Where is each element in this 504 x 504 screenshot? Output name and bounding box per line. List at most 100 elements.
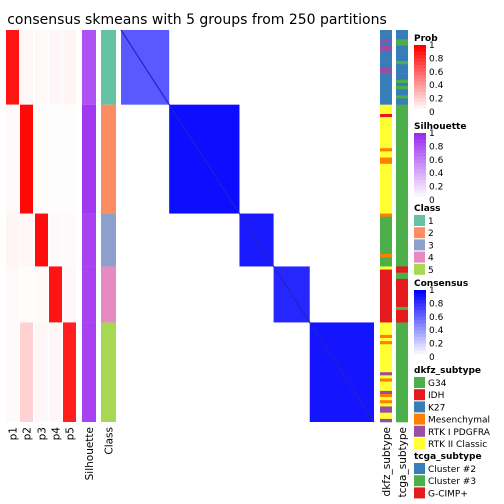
prob-cell-class4-p3: [35, 266, 48, 323]
prob-legend-swatch: [414, 95, 426, 100]
prob-legend-swatch: [414, 61, 426, 66]
tcga-subtype-cell: [396, 219, 408, 224]
tcga-subtype-cell: [396, 285, 408, 289]
tcga-subtype-cell: [396, 356, 408, 361]
dkfz-subtype-cell: [380, 42, 392, 46]
class-cell-3: [101, 213, 116, 267]
dkfz-subtype-cell: [380, 366, 392, 370]
dkfz-subtype-cell: [380, 300, 392, 305]
dkfz-subtype-cell: [380, 201, 392, 205]
dkfz-subtype-cell: [380, 316, 392, 320]
consensus-legend-tick: 0.4: [429, 326, 444, 336]
class-cell-1: [101, 30, 116, 105]
prob-legend-swatch: [414, 65, 426, 69]
tcga-subtype-cell: [396, 67, 408, 71]
dkfz-subtype-cell: [380, 160, 392, 165]
tcga-subtype-cell: [396, 347, 408, 351]
tcga-subtype-cell: [396, 319, 408, 323]
tcga-subtype-cell: [396, 359, 408, 364]
consensus-diagonal: [120, 29, 375, 423]
tcga-subtype-cell: [396, 114, 408, 118]
tcga-subtype-cell: [396, 303, 408, 308]
dkfz-subtype-cell: [380, 372, 392, 376]
consensus-legend-swatch: [414, 350, 426, 355]
dkfz-subtype-cell: [380, 45, 392, 49]
tcga-subtype-cell: [396, 58, 408, 62]
column-label-p4: p4: [51, 427, 63, 441]
prob-legend-swatch: [414, 45, 426, 49]
tcga-subtype-cell: [396, 350, 408, 354]
dkfz-subtype-cell: [380, 238, 392, 242]
silhouette-legend-tick: 0.6: [429, 156, 444, 166]
silhouette-legend-swatch: [414, 143, 426, 147]
silhouette-legend-swatch: [414, 193, 426, 198]
dkfz-subtype-cell: [380, 226, 392, 230]
prob-legend-swatch: [414, 51, 426, 56]
tcga-subtype-cell: [396, 406, 408, 410]
tcga-subtype-cell: [396, 36, 408, 40]
tcga-subtype-cell: [396, 194, 408, 199]
class-legend-swatch: [414, 263, 425, 275]
silhouette-legend-tick: 1: [429, 129, 435, 139]
tcga-subtype-cell: [396, 400, 408, 404]
dkfz-subtype-cell: [380, 291, 392, 295]
dkfz-subtype-cell: [380, 294, 392, 298]
consensus-legend-swatch: [414, 330, 426, 335]
class-cell-4: [101, 266, 116, 323]
tcga-subtype-cell: [396, 61, 408, 65]
class-column: [101, 30, 116, 422]
dkfz-subtype-cell: [380, 148, 392, 152]
dkfz-subtype-cell: [380, 356, 392, 361]
tcga-subtype-cell: [396, 86, 408, 90]
dkfz-subtype-cell: [380, 341, 392, 345]
dkfz-subtype-cell: [380, 418, 392, 423]
dkfz-subtype-legend-title: dkfz_subtype: [414, 366, 481, 376]
silhouette-cell-class3: [82, 213, 96, 267]
dkfz-subtype-cell: [380, 132, 392, 137]
dkfz-subtype-cell: [380, 412, 392, 417]
tcga-subtype-cell: [396, 73, 408, 77]
prob-cell-class3-p3: [35, 213, 48, 267]
tcga-subtype-cell: [396, 92, 408, 96]
prob-cell-class4-p1: [6, 266, 19, 323]
dkfz-subtype-cell: [380, 204, 392, 208]
tcga-subtype-cell: [396, 101, 408, 105]
tcga-subtype-legend-title: tcga_subtype: [414, 452, 482, 462]
dkfz-subtype-cell: [380, 176, 392, 180]
column-label-p1: p1: [8, 427, 20, 440]
consensus-legend-tick: 0.8: [429, 299, 444, 309]
tcga-subtype-cell: [396, 254, 408, 258]
silhouette-cell-class2: [82, 104, 96, 214]
prob-cell-class1-p3: [35, 30, 48, 105]
dkfz-subtype-cell: [380, 30, 392, 34]
dkfz-subtype-cell: [380, 120, 392, 124]
tcga-subtype-cell: [396, 306, 408, 311]
tcga-subtype-cell: [396, 372, 408, 376]
prob-legend-swatch: [414, 81, 426, 86]
class-legend-title: Class: [414, 204, 440, 214]
dkfz-subtype-cell: [380, 126, 392, 130]
tcga-subtype-cell: [396, 45, 408, 49]
dkfz-subtype-cell: [380, 145, 392, 149]
tcga-subtype-cell: [396, 366, 408, 370]
tcga-subtype-legend-label: Cluster #2: [428, 465, 476, 475]
column-label-p5: p5: [65, 427, 77, 440]
tcga-subtype-cell: [396, 375, 408, 379]
tcga-subtype-cell: [396, 48, 408, 53]
column-label-dkfz-subtype: dkfz_subtype: [381, 427, 393, 496]
tcga-subtype-cell: [396, 166, 408, 171]
prob-cell-class1-p5: [63, 30, 76, 105]
consensus-legend-swatch: [414, 290, 426, 294]
consensus-legend-tick: 1: [429, 286, 435, 296]
tcga-subtype-cell: [396, 213, 408, 217]
tcga-subtype-cell: [396, 353, 408, 357]
dkfz-subtype-cell: [380, 397, 392, 401]
dkfz-subtype-cell: [380, 263, 392, 267]
dkfz-subtype-cell: [380, 54, 392, 59]
silhouette-legend-swatch: [414, 173, 426, 178]
silhouette-column: [82, 30, 96, 422]
dkfz-subtype-cell: [380, 244, 392, 249]
dkfz-subtype-cell: [380, 406, 392, 410]
dkfz-subtype-cell: [380, 325, 392, 329]
